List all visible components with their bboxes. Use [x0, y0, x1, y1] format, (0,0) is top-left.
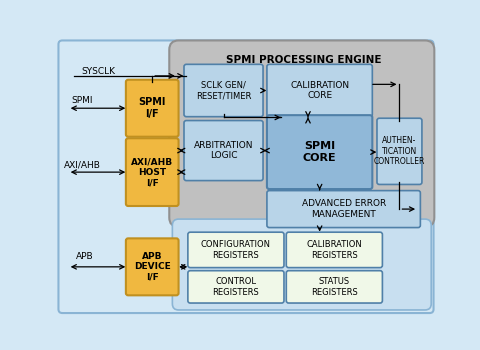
- FancyBboxPatch shape: [188, 232, 284, 268]
- Text: AXI/AHB
HOST
I/F: AXI/AHB HOST I/F: [131, 157, 173, 187]
- Text: SPMI
CORE: SPMI CORE: [303, 141, 336, 163]
- Text: SYSCLK: SYSCLK: [82, 67, 116, 76]
- Text: SPMI PROCESSING ENGINE: SPMI PROCESSING ENGINE: [227, 56, 382, 65]
- Text: CONFIGURATION
REGISTERS: CONFIGURATION REGISTERS: [201, 240, 271, 260]
- FancyBboxPatch shape: [184, 64, 263, 117]
- Text: AXI/AHB: AXI/AHB: [64, 161, 101, 170]
- FancyBboxPatch shape: [184, 120, 263, 181]
- Text: ADVANCED ERROR
MANAGEMENT: ADVANCED ERROR MANAGEMENT: [301, 199, 386, 219]
- Text: AUTHEN-
TICATION
CONTROLLER: AUTHEN- TICATION CONTROLLER: [374, 136, 425, 166]
- Text: APB: APB: [75, 252, 93, 260]
- FancyBboxPatch shape: [126, 238, 179, 295]
- Text: SCLK GEN/
RESET/TIMER: SCLK GEN/ RESET/TIMER: [196, 81, 251, 100]
- FancyBboxPatch shape: [267, 191, 420, 228]
- Text: SPMI: SPMI: [72, 96, 93, 105]
- FancyBboxPatch shape: [172, 219, 431, 310]
- FancyBboxPatch shape: [188, 271, 284, 303]
- Text: CONTROL
REGISTERS: CONTROL REGISTERS: [213, 277, 259, 296]
- FancyBboxPatch shape: [126, 138, 179, 206]
- FancyBboxPatch shape: [377, 118, 422, 184]
- FancyBboxPatch shape: [169, 41, 434, 227]
- FancyBboxPatch shape: [59, 41, 433, 313]
- Text: CALIBRATION
REGISTERS: CALIBRATION REGISTERS: [306, 240, 362, 260]
- Text: SPMI
I/F: SPMI I/F: [139, 97, 166, 119]
- FancyBboxPatch shape: [286, 232, 383, 268]
- Text: STATUS
REGISTERS: STATUS REGISTERS: [311, 277, 358, 296]
- Text: ARBITRATION
LOGIC: ARBITRATION LOGIC: [194, 141, 253, 160]
- FancyBboxPatch shape: [126, 80, 179, 137]
- Text: APB
DEVICE
I/F: APB DEVICE I/F: [134, 252, 170, 282]
- Text: CALIBRATION
CORE: CALIBRATION CORE: [290, 81, 349, 100]
- FancyBboxPatch shape: [286, 271, 383, 303]
- FancyBboxPatch shape: [267, 115, 372, 189]
- FancyBboxPatch shape: [267, 64, 372, 117]
